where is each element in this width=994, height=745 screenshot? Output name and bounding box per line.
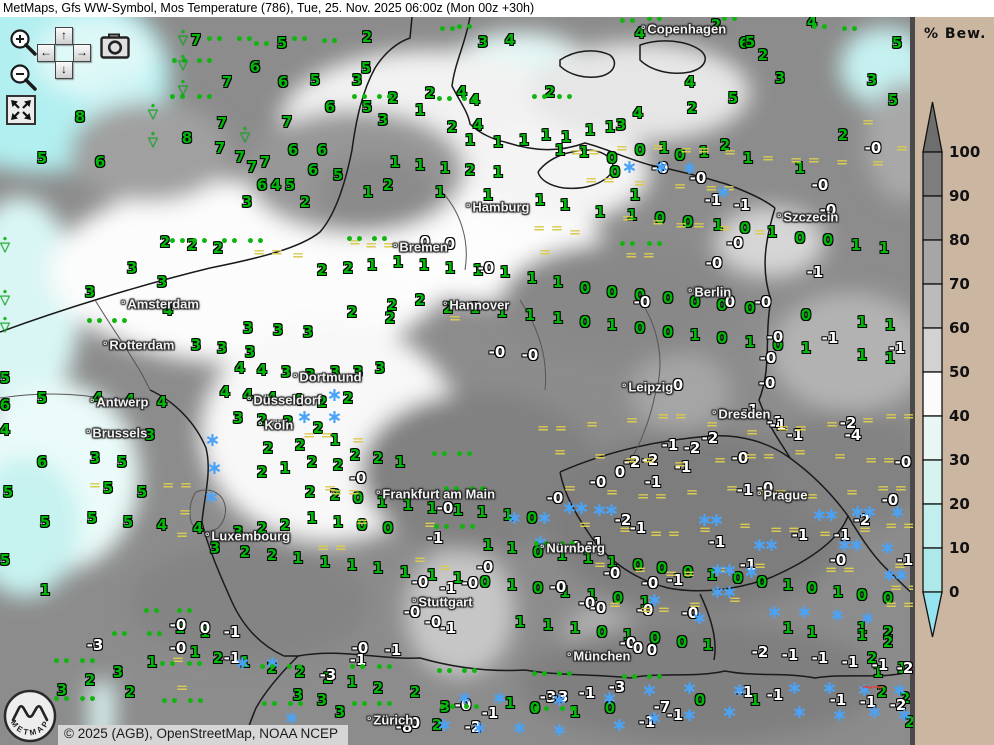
zoom-out-button[interactable]	[8, 62, 38, 99]
legend-tick-label: 0	[949, 583, 959, 601]
country-borders	[0, 17, 913, 745]
pan-left-button[interactable]: ←	[37, 44, 55, 62]
pan-up-button[interactable]: ↑	[55, 27, 73, 45]
regional-borders	[0, 189, 661, 532]
map-title: MetMaps, Gfs WW-Symbol, Mos Temperature …	[0, 0, 994, 17]
camera-icon	[100, 33, 130, 59]
legend-tick-label: 60	[949, 319, 970, 337]
legend-tick-label: 70	[949, 275, 970, 293]
legend-tick-label: 80	[949, 231, 970, 249]
zoom-out-icon	[10, 64, 37, 91]
fullscreen-icon	[6, 95, 36, 125]
cloud-cover-shading	[0, 17, 913, 745]
metmaps-logo: METMAPS	[0, 680, 58, 745]
legend-tick-label: 50	[949, 363, 970, 381]
copyright-attribution: © 2025 (AGB), OpenStreetMap, NOAA NCEP	[58, 725, 349, 745]
legend-tick-label: 40	[949, 407, 970, 425]
pan-down-button[interactable]: ↓	[55, 61, 73, 79]
snapshot-button[interactable]	[100, 33, 130, 64]
zoom-in-icon	[10, 29, 37, 56]
legend-tick-label: 20	[949, 495, 970, 513]
legend-tick-label: 90	[949, 187, 970, 205]
legend-title: % Bew.	[924, 26, 987, 42]
logo-wave-icon	[11, 704, 49, 722]
cloud-cover-legend: % Bew. 100 90 80 70 60 50 40 30 20 10 0	[913, 17, 994, 745]
legend-tick-label: 30	[949, 451, 970, 469]
legend-tick-label: 10	[949, 539, 970, 557]
zoom-in-button[interactable]	[8, 27, 38, 64]
fullscreen-button[interactable]	[6, 95, 36, 130]
pan-right-button[interactable]: →	[73, 44, 91, 62]
legend-tick-label: 100	[949, 143, 980, 161]
